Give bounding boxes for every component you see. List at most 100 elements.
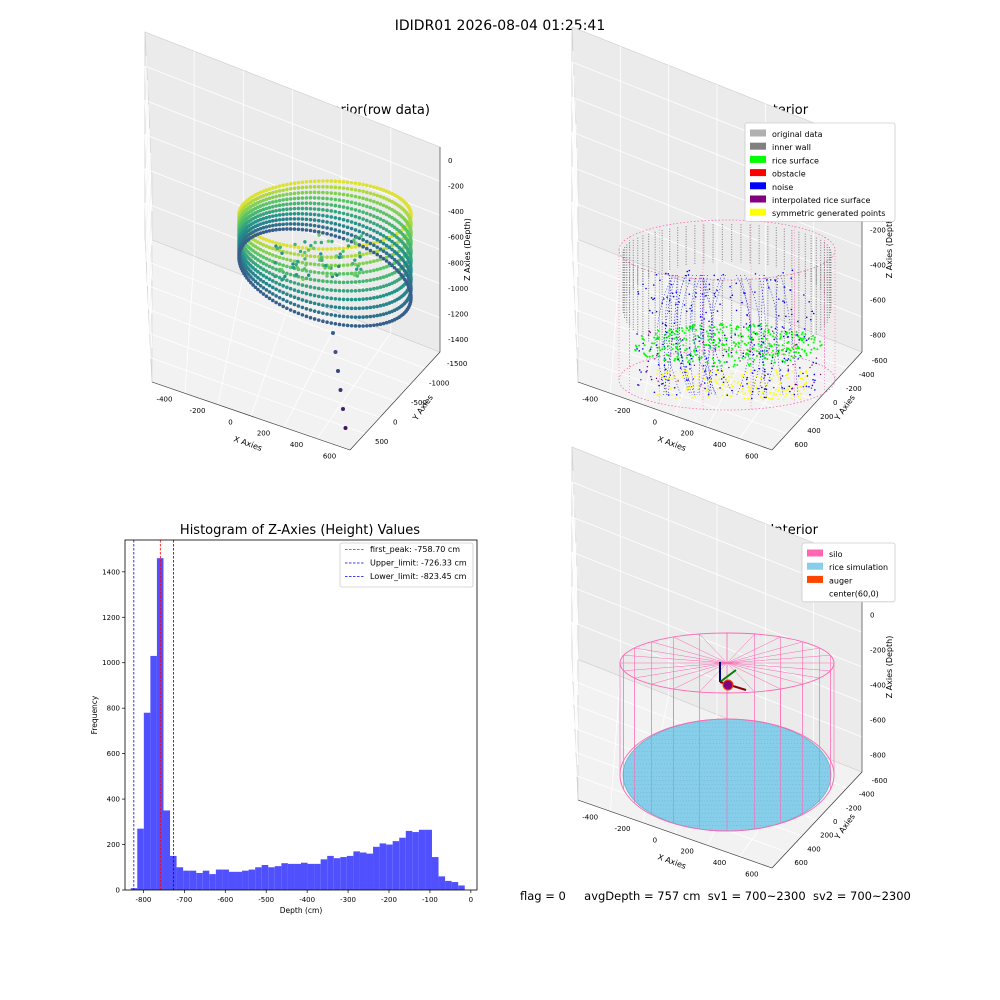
symmetric-point bbox=[677, 378, 680, 381]
raw-point bbox=[357, 229, 362, 234]
raw-point bbox=[384, 243, 389, 248]
rice-surface-point bbox=[718, 324, 721, 327]
raw-point bbox=[264, 244, 269, 248]
z-tick-label: 0 bbox=[870, 612, 874, 620]
raw-point bbox=[325, 185, 329, 189]
rice-surface-point bbox=[684, 349, 687, 352]
raw-point bbox=[345, 306, 350, 310]
rice-surface-point bbox=[795, 351, 798, 354]
raw-point bbox=[288, 202, 293, 206]
interpolated-point bbox=[819, 373, 822, 376]
rice-surface-point bbox=[665, 353, 668, 356]
raw-point bbox=[378, 254, 383, 259]
raw-point bbox=[341, 314, 346, 319]
noise-point bbox=[689, 368, 691, 370]
raw-point bbox=[283, 274, 287, 279]
raw-point bbox=[258, 277, 263, 282]
raw-point bbox=[357, 195, 362, 200]
noise-point bbox=[657, 363, 660, 366]
raw-point bbox=[381, 241, 386, 246]
legend-swatch bbox=[750, 169, 766, 177]
raw-point bbox=[312, 190, 317, 195]
rice-surface-point bbox=[784, 359, 787, 362]
raw-point bbox=[378, 285, 383, 290]
silo-roof-line bbox=[726, 662, 755, 693]
raw-point bbox=[292, 222, 297, 226]
rice-surface-point bbox=[771, 349, 774, 352]
rice-surface-point bbox=[687, 361, 690, 364]
raw-point bbox=[329, 191, 334, 195]
histogram-bar bbox=[425, 829, 432, 890]
sv1-text: sv1 = 700~2300 bbox=[707, 889, 806, 903]
raw-point bbox=[335, 273, 339, 277]
raw-point bbox=[341, 217, 346, 222]
rice-surface-point bbox=[800, 337, 803, 340]
raw-point bbox=[267, 277, 272, 282]
histogram-bar bbox=[445, 880, 452, 890]
raw-point bbox=[384, 320, 389, 325]
noise-point bbox=[640, 371, 642, 373]
raw-point bbox=[384, 255, 389, 260]
rice-surface-point bbox=[682, 344, 685, 347]
noise-point bbox=[789, 289, 791, 291]
rice-surface-point bbox=[803, 349, 806, 352]
sv2-text: sv2 = 700~2300 bbox=[812, 889, 911, 903]
y-tick-label: 200 bbox=[820, 413, 833, 421]
raw-point bbox=[357, 306, 362, 311]
raw-point bbox=[278, 245, 282, 250]
noise-point bbox=[690, 357, 693, 360]
symmetric-point bbox=[776, 372, 779, 375]
raw-point bbox=[281, 198, 286, 202]
raw-point bbox=[294, 272, 299, 277]
noise-point bbox=[809, 318, 812, 321]
raw-point bbox=[253, 273, 258, 278]
raw-point bbox=[316, 213, 321, 217]
y-axis-label: Y Axies bbox=[832, 393, 857, 423]
rice-surface-point bbox=[752, 323, 755, 326]
rice-surface-point bbox=[730, 327, 733, 330]
raw-point bbox=[357, 270, 362, 275]
flag-text: flag = 0 bbox=[520, 889, 566, 903]
raw-point bbox=[329, 288, 334, 292]
raw-point bbox=[333, 288, 338, 293]
raw-point bbox=[353, 258, 357, 262]
rice-surface-point bbox=[785, 333, 788, 336]
interpolated-point bbox=[700, 384, 702, 386]
raw-point bbox=[312, 229, 317, 233]
noise-point bbox=[645, 287, 647, 290]
rice-surface-point bbox=[713, 326, 716, 329]
raw-point bbox=[270, 298, 275, 303]
rice-surface-point bbox=[791, 336, 794, 339]
rice-surface-point bbox=[642, 352, 645, 355]
raw-point bbox=[267, 239, 272, 243]
raw-point bbox=[341, 323, 346, 327]
rice-surface-point bbox=[672, 343, 675, 346]
raw-point bbox=[295, 266, 300, 270]
raw-point bbox=[312, 270, 317, 274]
noise-point bbox=[666, 296, 668, 299]
rice-surface-point bbox=[667, 335, 670, 338]
rice-surface-point bbox=[767, 331, 770, 334]
raw-point bbox=[288, 197, 293, 201]
rice-surface-point bbox=[811, 334, 814, 337]
raw-point bbox=[285, 217, 289, 221]
z-tick-label: -600 bbox=[870, 717, 886, 725]
raw-point bbox=[349, 187, 354, 192]
raw-point bbox=[288, 308, 293, 312]
rice-surface-point bbox=[700, 337, 703, 340]
x-tick-label: 400 bbox=[713, 859, 726, 867]
histogram-bar bbox=[287, 863, 295, 890]
raw-point bbox=[281, 227, 286, 231]
z-tick-label: -800 bbox=[448, 259, 464, 267]
rice-surface-point bbox=[723, 361, 726, 364]
rice-surface-point bbox=[771, 355, 774, 358]
raw-point bbox=[270, 285, 275, 290]
raw-point bbox=[353, 288, 358, 293]
rice-surface-point bbox=[711, 357, 714, 360]
rice-surface-point bbox=[765, 346, 768, 349]
raw-point bbox=[285, 222, 289, 226]
interpolated-point bbox=[780, 377, 782, 380]
raw-point bbox=[277, 248, 282, 253]
x-tick-label: -400 bbox=[582, 396, 598, 404]
noise-point bbox=[722, 381, 725, 384]
